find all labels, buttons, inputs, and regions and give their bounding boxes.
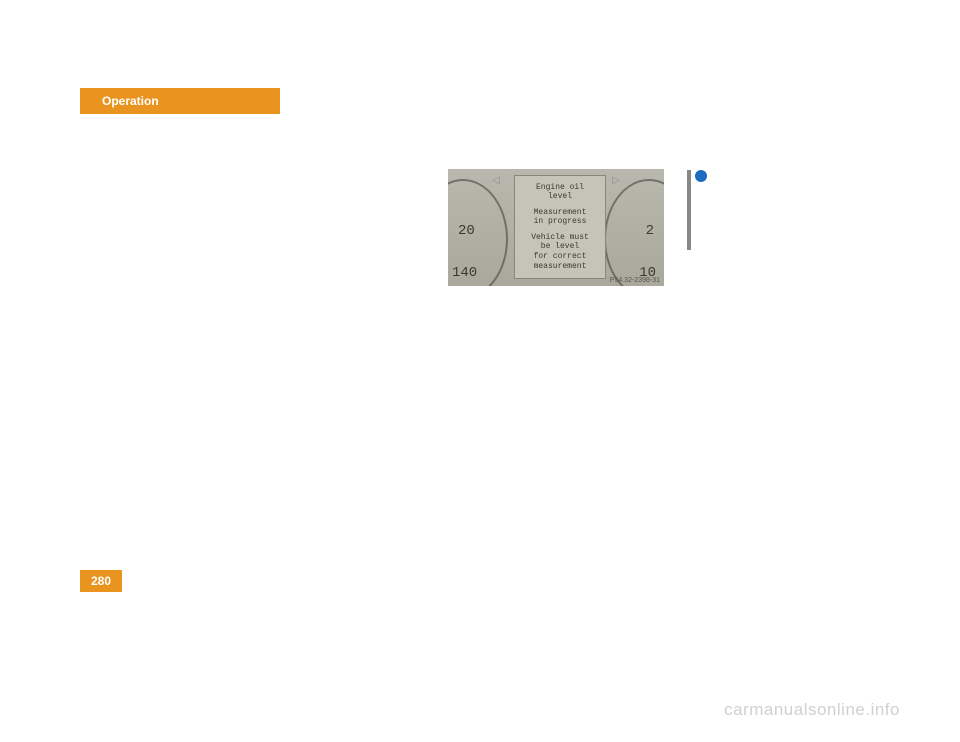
figure-code: P54.32-2398-31: [610, 277, 660, 284]
lcd-line: be level: [531, 242, 589, 252]
page-number-value: 280: [91, 574, 111, 588]
lcd-block-2: Measurement in progress: [534, 208, 587, 227]
page-number-badge: 280: [80, 570, 122, 592]
lcd-line: level: [536, 192, 584, 202]
watermark-text: carmanualsonline.info: [724, 700, 900, 720]
section-tab-label: Operation: [102, 94, 159, 108]
lcd-line: Measurement: [534, 208, 587, 218]
lcd-block-3: Vehicle must be level for correct measur…: [531, 233, 589, 271]
gauge-left-bottom-value: 140: [452, 265, 477, 281]
lcd-block-1: Engine oil level: [536, 183, 584, 202]
manual-page: Operation ◁ ▷ 20 140 2 10 Engine oil lev…: [80, 70, 880, 650]
section-tab: Operation: [80, 88, 280, 114]
gauge-left-top-value: 20: [458, 223, 475, 239]
left-turn-indicator-icon: ◁: [492, 175, 500, 186]
lcd-line: Engine oil: [536, 183, 584, 193]
info-sidebar-bar: [687, 170, 691, 250]
right-turn-indicator-icon: ▷: [612, 175, 620, 186]
lcd-message-screen: Engine oil level Measurement in progress…: [514, 175, 606, 279]
instrument-display-figure: ◁ ▷ 20 140 2 10 Engine oil level Measure…: [448, 169, 664, 286]
lcd-line: for correct: [531, 252, 589, 262]
lcd-line: measurement: [531, 262, 589, 272]
lcd-line: in progress: [534, 217, 587, 227]
info-dot-icon: [695, 170, 707, 182]
lcd-line: Vehicle must: [531, 233, 589, 243]
gauge-right-top-value: 2: [646, 223, 654, 239]
